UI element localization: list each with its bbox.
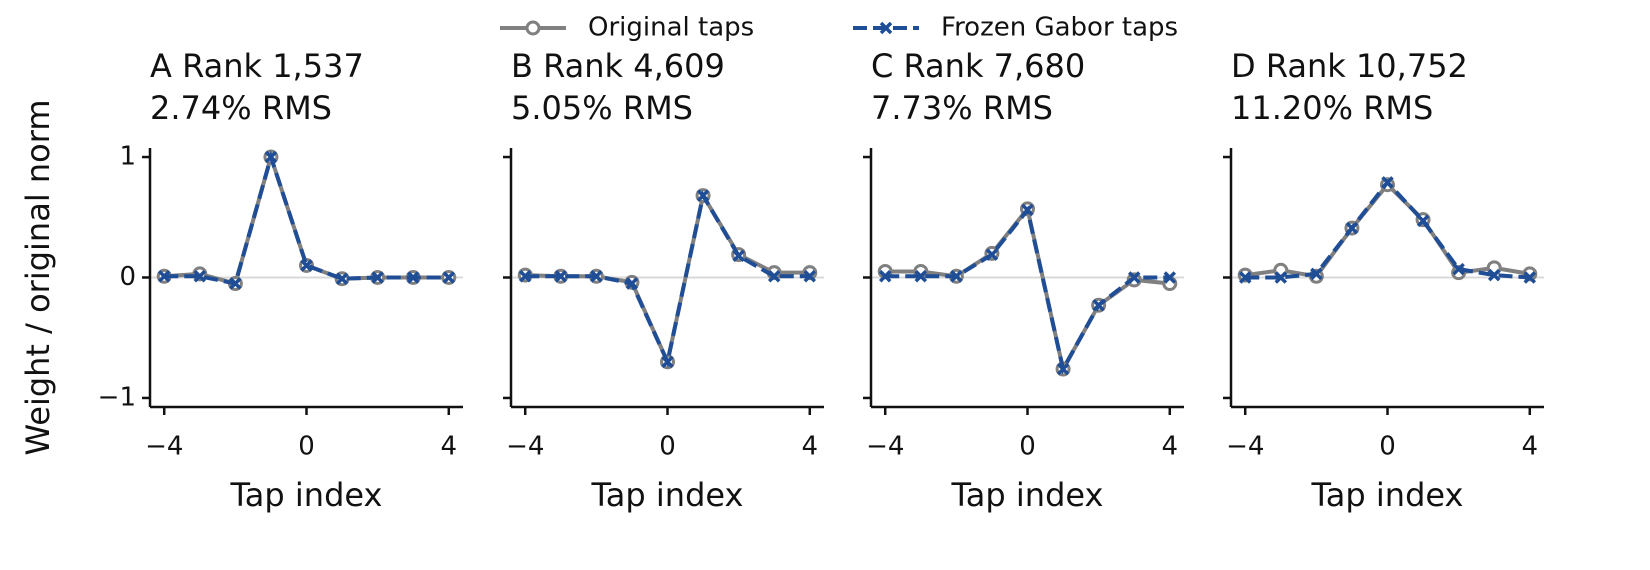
- panel-subtitle: 2.74% RMS: [150, 89, 332, 127]
- series-line: [885, 205, 1170, 375]
- point-marker: [157, 270, 171, 283]
- x-tick-label: 4: [1521, 432, 1538, 462]
- series-line: [525, 190, 810, 369]
- point-marker: [879, 21, 893, 35]
- point-marker: [803, 270, 817, 283]
- x-tick-label: 0: [1379, 432, 1396, 462]
- point-marker: [1416, 214, 1430, 228]
- point-marker: [371, 271, 384, 284]
- point-marker: [1056, 362, 1070, 376]
- point-marker: [1021, 203, 1034, 217]
- point-marker: [914, 270, 928, 283]
- x-tick-label: 4: [801, 432, 818, 462]
- y-tick-label: −1: [98, 382, 136, 412]
- y-tick-label: 0: [119, 262, 136, 292]
- point-marker: [518, 270, 532, 283]
- panel-subtitle: 5.05% RMS: [511, 89, 693, 127]
- point-marker: [1523, 271, 1537, 284]
- point-marker: [696, 189, 710, 202]
- legend-label: Original taps: [588, 13, 754, 43]
- x-axis-label: Tap index: [1311, 476, 1464, 514]
- point-marker: [661, 355, 674, 369]
- point-marker: [193, 270, 207, 283]
- point-marker: [525, 20, 541, 36]
- point-marker: [1487, 268, 1501, 282]
- series-line: [164, 150, 449, 286]
- y-axis-label: Weight / original norm: [19, 99, 57, 455]
- point-marker: [1274, 271, 1288, 284]
- point-marker: [625, 277, 639, 290]
- point-marker: [1381, 176, 1394, 189]
- x-tick-label: −4: [1226, 432, 1264, 462]
- x-tick-label: 0: [298, 432, 315, 462]
- point-marker: [1452, 262, 1465, 276]
- panel-title: B Rank 4,609: [511, 47, 725, 85]
- point-marker: [1238, 271, 1252, 284]
- point-marker: [406, 271, 420, 284]
- panel-title: D Rank 10,752: [1231, 47, 1468, 85]
- x-tick-label: 0: [1019, 432, 1036, 462]
- point-marker: [1310, 267, 1323, 281]
- point-marker: [229, 277, 242, 290]
- point-marker: [950, 270, 963, 283]
- x-axis-label: Tap index: [591, 476, 744, 514]
- series-line: [885, 204, 1170, 375]
- panel-subtitle: 7.73% RMS: [871, 89, 1053, 127]
- point-marker: [1345, 221, 1359, 235]
- point-marker: [590, 270, 603, 283]
- point-marker: [554, 270, 568, 283]
- x-axis-label: Tap index: [230, 476, 383, 514]
- point-marker: [300, 259, 313, 272]
- x-tick-label: −4: [866, 432, 904, 462]
- x-tick-label: −4: [145, 432, 183, 462]
- point-marker: [985, 248, 999, 261]
- panel-title: C Rank 7,680: [871, 47, 1085, 85]
- x-tick-label: 4: [1161, 432, 1178, 462]
- x-axis-label: Tap index: [951, 476, 1104, 514]
- panel-title: A Rank 1,537: [150, 47, 364, 85]
- x-tick-label: 0: [659, 432, 676, 462]
- series-line: [525, 190, 810, 369]
- y-tick-label: 1: [119, 142, 136, 172]
- x-tick-label: −4: [506, 432, 544, 462]
- point-marker: [1092, 298, 1105, 312]
- point-marker: [1127, 271, 1141, 284]
- x-tick-label: 4: [440, 432, 457, 462]
- point-marker: [1163, 271, 1177, 284]
- series-line: [1245, 179, 1530, 280]
- point-marker: [264, 150, 278, 164]
- panel-subtitle: 11.20% RMS: [1231, 89, 1433, 127]
- point-marker: [732, 249, 745, 263]
- point-marker: [767, 270, 781, 283]
- point-marker: [442, 271, 456, 284]
- series-line: [1244, 181, 1531, 279]
- point-marker: [878, 270, 892, 283]
- legend-label: Frozen Gabor taps: [941, 13, 1178, 43]
- point-marker: [335, 272, 349, 285]
